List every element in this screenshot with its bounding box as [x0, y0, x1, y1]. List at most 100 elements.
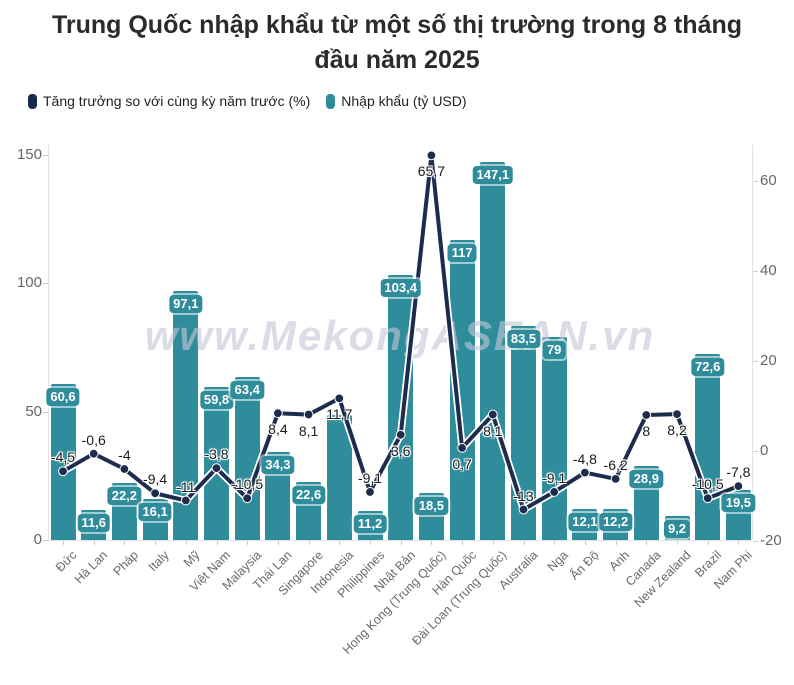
line-point[interactable] [303, 409, 314, 420]
bar[interactable] [541, 337, 567, 540]
line-value-label: -3,8 [204, 446, 229, 463]
bar-value-label: 22,2 [107, 487, 142, 506]
y-tick-left [43, 283, 48, 285]
bar[interactable] [480, 162, 506, 540]
line-value-label: -11 [176, 478, 196, 495]
bar-value-label: 11,2 [353, 515, 387, 534]
y-axis-label-left: 100 [16, 274, 42, 292]
y-axis-label-right: 40 [760, 262, 777, 279]
legend-label-imports: Nhập khẩu (tỷ USD) [341, 93, 467, 109]
line-value-label: 3,6 [390, 442, 411, 459]
line-point[interactable] [334, 393, 345, 404]
line-point[interactable] [426, 150, 437, 161]
line-value-label: 8,2 [667, 422, 687, 439]
x-tick [124, 541, 126, 545]
x-tick [155, 541, 157, 545]
x-tick [584, 541, 586, 545]
x-tick [247, 541, 249, 545]
bar-value-label: 19,5 [721, 493, 756, 512]
line-point[interactable] [610, 474, 621, 484]
line-point[interactable] [119, 464, 130, 474]
x-tick [277, 541, 279, 545]
line-point[interactable] [273, 408, 283, 419]
line-point[interactable] [150, 488, 161, 499]
x-tick [554, 541, 556, 545]
line-point[interactable] [88, 448, 99, 459]
bar-value-label: 12,1 [568, 512, 602, 531]
y-axis-label-left: 50 [25, 402, 42, 420]
line-point[interactable] [487, 409, 498, 420]
legend-item-imports[interactable]: Nhập khẩu (tỷ USD) [326, 93, 467, 109]
x-tick [738, 541, 740, 545]
line-value-label: -4,5 [50, 449, 76, 466]
line-point[interactable] [641, 410, 652, 420]
bar-value-label: 28,9 [629, 469, 663, 488]
bar[interactable] [234, 377, 260, 540]
legend-label-growth: Tăng trưởng so với cùng kỳ năm trước (%) [43, 93, 311, 109]
chart-legend: Tăng trưởng so với cùng kỳ năm trước (%)… [28, 93, 467, 109]
line-point[interactable] [211, 463, 222, 474]
y-axis-label-right: 20 [760, 352, 777, 369]
line-value-label: -9,1 [357, 469, 383, 486]
line-point[interactable] [242, 493, 253, 504]
line-point[interactable] [580, 467, 590, 478]
y-tick-right [753, 541, 758, 542]
line-point[interactable] [180, 495, 191, 506]
line-value-label: -9,1 [542, 469, 567, 486]
y-tick-left [43, 411, 48, 413]
x-tick [308, 541, 310, 545]
x-tick [400, 541, 402, 545]
line-point[interactable] [549, 487, 560, 497]
x-axis-line [48, 540, 752, 541]
legend-item-growth[interactable]: Tăng trưởng so với cùng kỳ năm trước (%) [28, 93, 310, 109]
x-tick [677, 541, 678, 545]
bar-value-label: 9,2 [663, 520, 691, 539]
line-value-label: -13 [513, 487, 534, 504]
line-value-label: 8 [642, 423, 651, 439]
y-tick-right [753, 451, 758, 452]
line-point[interactable] [395, 429, 406, 440]
line-value-label: 65,7 [417, 163, 446, 180]
line-point[interactable] [365, 487, 375, 497]
line-value-label: -4 [118, 447, 131, 463]
line-point[interactable] [58, 466, 68, 477]
line-value-label: -4,8 [572, 450, 597, 467]
y-axis-line-left [48, 145, 49, 540]
y-tick-right [753, 361, 758, 362]
x-tick [216, 541, 218, 545]
y-tick-left [43, 155, 48, 156]
line-value-label: -0,6 [81, 431, 106, 448]
x-tick [63, 541, 64, 545]
bar-value-label: 79 [542, 341, 566, 360]
y-axis-label-left: 0 [33, 531, 42, 548]
y-tick-right [753, 181, 758, 182]
x-tick [707, 541, 709, 545]
line-value-label: -7,8 [726, 464, 751, 481]
bar[interactable] [695, 353, 721, 540]
bar-value-label: 63,4 [230, 381, 264, 400]
legend-swatch-growth-icon [28, 93, 37, 109]
watermark: www.MekongASEAN.vn [144, 312, 656, 359]
bar-value-label: 16,1 [138, 502, 172, 521]
bar[interactable] [326, 415, 352, 540]
x-tick [431, 541, 433, 545]
bar-value-label: 72,6 [691, 357, 725, 376]
bar-value-label: 83,5 [506, 329, 541, 348]
bar-value-label: 97,1 [169, 294, 203, 313]
bar-value-label: 34,3 [261, 455, 295, 474]
line-point[interactable] [672, 409, 682, 420]
line-point[interactable] [518, 504, 529, 515]
y-axis-label-right: -20 [760, 532, 782, 549]
bar-value-label: 147,1 [472, 166, 514, 185]
line-point[interactable] [457, 442, 468, 453]
line-point[interactable] [733, 481, 744, 492]
x-tick [93, 541, 95, 545]
y-axis-label-right: 0 [760, 442, 769, 459]
line-point[interactable] [702, 493, 713, 504]
line-value-label: -9,4 [143, 471, 168, 488]
line-value-label: -10,5 [691, 476, 724, 493]
x-tick [370, 541, 371, 545]
x-tick [615, 541, 617, 545]
